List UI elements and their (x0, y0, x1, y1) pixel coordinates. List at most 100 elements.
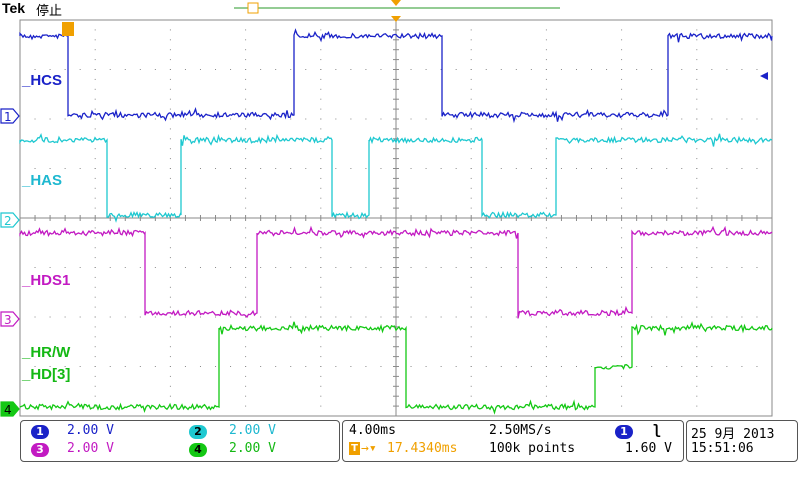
record-length: 100k points (489, 441, 576, 456)
grid-dot (320, 237, 322, 239)
grid-dot (696, 148, 698, 150)
grid-dot (575, 316, 577, 318)
time: 15:51:06 (691, 441, 754, 456)
grid-dot (320, 227, 322, 229)
grid-dot (545, 118, 547, 120)
grid-dot (320, 187, 322, 189)
grid-dot (245, 405, 247, 407)
grid-dot (260, 366, 262, 367)
grid-dot (94, 415, 96, 417)
grid-dot (470, 247, 472, 249)
grid-dot (94, 385, 96, 387)
grid-dot (245, 19, 247, 21)
grid-dot (109, 118, 111, 120)
grid-dot (651, 118, 653, 120)
grid-dot (741, 267, 743, 268)
grid-dot (621, 316, 623, 318)
grid-dot (696, 286, 698, 288)
grid-dot (290, 316, 292, 318)
grid-dot (726, 69, 728, 70)
ch3-badge[interactable]: 3 (31, 443, 49, 457)
grid-dot (651, 366, 653, 367)
grid-dot (320, 108, 322, 110)
ch4-badge[interactable]: 4 (189, 443, 207, 457)
grid-dot (696, 168, 698, 169)
grid-dot (380, 118, 382, 120)
grid-dot (696, 98, 698, 100)
grid-dot (320, 49, 322, 51)
grid-dot (696, 257, 698, 259)
grid-dot (245, 118, 247, 120)
grid-dot (169, 98, 171, 100)
grid-dot (34, 366, 36, 367)
grid-dot (79, 366, 81, 367)
grid-dot (545, 49, 547, 51)
grid-dot (756, 316, 758, 318)
grid-dot (470, 49, 472, 51)
grid-dot (470, 356, 472, 358)
grid-dot (771, 69, 773, 70)
grid-dot (94, 296, 96, 298)
grid-dot (681, 118, 683, 120)
grid-dot (696, 187, 698, 189)
grid-dot (500, 366, 502, 367)
grid-dot (34, 168, 36, 169)
grid-dot (621, 227, 623, 229)
grid-dot (305, 69, 307, 70)
grid-dot (245, 168, 247, 169)
grid-dot (290, 366, 292, 367)
expansion-point-marker (391, 16, 401, 22)
grid-dot (410, 316, 412, 318)
grid-dot (365, 267, 367, 268)
grid-dot (365, 366, 367, 367)
grid-dot (154, 316, 156, 318)
grid-dot (49, 69, 51, 70)
grid-dot (320, 148, 322, 150)
grid-dot (245, 187, 247, 189)
grid-dot (470, 29, 472, 31)
trigger-source-badge[interactable]: 1 (615, 425, 633, 439)
grid-dot (245, 39, 247, 41)
grid-dot (606, 168, 608, 169)
grid-dot (169, 69, 171, 70)
grid-dot (756, 118, 758, 120)
grid-dot (245, 98, 247, 100)
grid-dot (636, 168, 638, 169)
ch1-badge[interactable]: 1 (31, 425, 49, 439)
grid-dot (606, 366, 608, 367)
grid-dot (696, 197, 698, 199)
grid-dot (380, 168, 382, 169)
grid-dot (545, 276, 547, 278)
ch2-badge[interactable]: 2 (189, 425, 207, 439)
grid-dot (215, 267, 217, 268)
grid-dot (94, 366, 96, 367)
grid-dot (410, 168, 412, 169)
channel-scale-panel[interactable]: 1 2.00 V 2 2.00 V 3 2.00 V 4 2.00 V (20, 420, 340, 462)
grid-dot (94, 177, 96, 179)
grid-dot (320, 177, 322, 179)
grid-dot (621, 59, 623, 61)
grid-dot (199, 267, 201, 268)
grid-dot (199, 69, 201, 70)
grid-dot (470, 98, 472, 100)
grid-dot (681, 168, 683, 169)
ch1-scale: 2.00 V (67, 423, 114, 438)
grid-dot (771, 316, 773, 318)
grid-dot (545, 237, 547, 239)
grid-dot (696, 267, 698, 268)
grid-dot (545, 326, 547, 328)
grid-dot (470, 346, 472, 348)
grid-dot (230, 316, 232, 318)
grid-dot (320, 158, 322, 160)
grid-dot (455, 366, 457, 367)
timebase-panel[interactable]: 4.00ms 2.50MS/s 1 ʅ T →▾ 17.4340ms 100k … (342, 420, 684, 462)
grid-dot (350, 366, 352, 367)
grid-dot (470, 366, 472, 367)
grid-dot (320, 78, 322, 80)
grid-dot (320, 88, 322, 90)
grid-dot (711, 316, 713, 318)
grid-dot (636, 316, 638, 318)
grid-dot (470, 336, 472, 338)
grid-dot (245, 366, 247, 367)
grid-dot (305, 168, 307, 169)
